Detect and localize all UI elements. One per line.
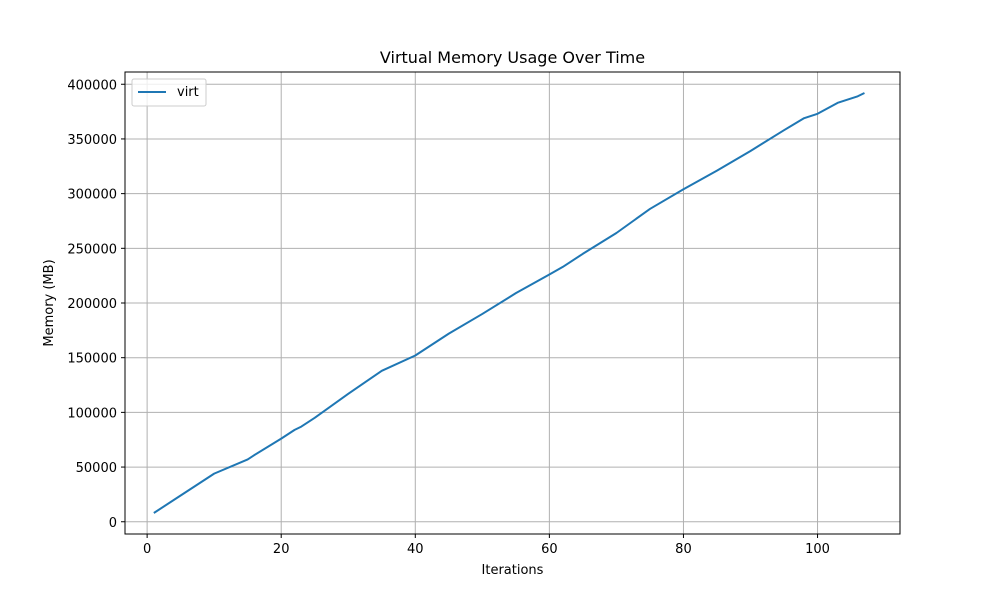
y-tick-label: 250000 [67,242,117,257]
chart-title: Virtual Memory Usage Over Time [380,48,645,67]
x-tick-label: 20 [273,542,290,557]
x-axis-label: Iterations [482,563,544,578]
grid-lines [125,72,900,534]
y-axis-label: Memory (MB) [42,259,57,346]
y-tick-label: 400000 [67,78,117,93]
legend-box [131,78,207,107]
y-tick-label: 350000 [67,133,117,148]
series-line-virt [153,92,865,514]
series-layer [153,92,865,514]
x-tick-label: 40 [407,542,424,557]
y-tick-label: 100000 [67,406,117,421]
y-tick-label: 200000 [67,297,117,312]
x-tick-label: 100 [805,542,830,557]
y-tick-label: 150000 [67,352,117,367]
y-tick-label: 300000 [67,188,117,203]
legend: virt [131,78,207,107]
y-tick-label: 50000 [76,461,117,476]
legend-label-virt: virt [177,85,199,100]
x-tick-label: 0 [143,542,151,557]
y-tick-label: 0 [109,516,117,531]
tick-layer: 0 20 40 60 80 100 0 50000 100000 150000 200000 2500… [67,78,830,557]
x-tick-label: 60 [541,542,558,557]
x-tick-label: 80 [675,542,692,557]
